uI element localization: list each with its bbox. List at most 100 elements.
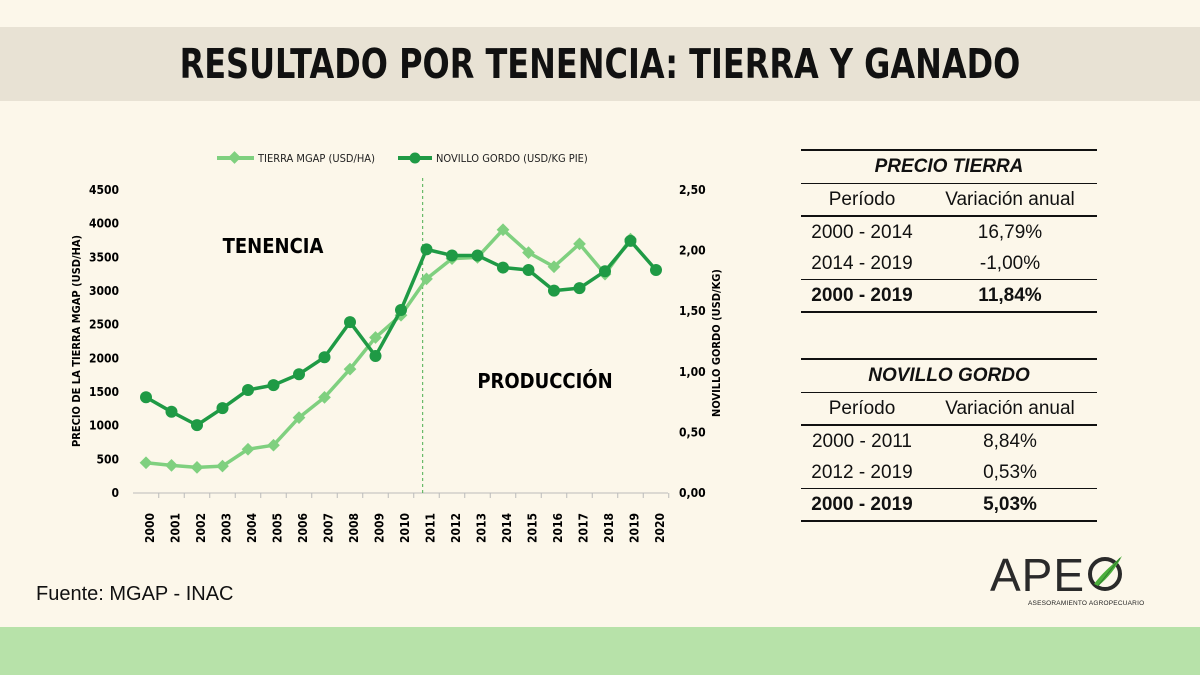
left-tick-label: 500 <box>96 452 119 466</box>
cell-variacion: -1,00% <box>979 252 1041 274</box>
legend-novillo-label: NOVILLO GORDO (USD/KG PIE) <box>436 152 588 165</box>
data-point <box>420 272 433 286</box>
legend-tierra-label: TIERRA MGAP (USD/HA) <box>257 152 375 165</box>
table-row: 2012 - 2019 0,53% <box>801 457 1097 489</box>
line-chart: TIERRA MGAP (USD/HA) NOVILLO GORDO (USD/… <box>70 151 723 543</box>
logo-text: APE <box>990 549 1086 601</box>
annotation-tenencia: TENENCIA <box>223 234 324 258</box>
data-point <box>395 303 407 316</box>
x-tick-label: 2016 <box>551 513 565 543</box>
x-tick-label: 2020 <box>653 513 667 543</box>
title-band: RESULTADO POR TENENCIA: TIERRA Y GANADO <box>0 27 1200 101</box>
cell-periodo: 2000 - 2019 <box>801 488 923 522</box>
left-tick-label: 2500 <box>89 318 119 332</box>
right-tick-label: 1,00 <box>679 365 706 379</box>
data-point <box>446 249 458 262</box>
cell-periodo: 2000 - 2011 <box>811 430 912 452</box>
logo: APE ASESORAMIENTO AGROPECUARIO <box>990 548 1144 618</box>
legend-tierra-marker <box>228 151 241 164</box>
data-point <box>599 265 611 278</box>
data-point <box>191 419 203 432</box>
x-tick-label: 2012 <box>449 513 463 543</box>
col-header-variacion: Variación anual <box>923 183 1097 217</box>
left-tick-label: 4000 <box>89 217 119 231</box>
right-tick-label: 2,00 <box>679 244 706 258</box>
logo-tagline: ASESORAMIENTO AGROPECUARIO <box>1028 600 1145 607</box>
x-tick-label: 2005 <box>271 513 285 543</box>
cell-variacion: 8,84% <box>983 430 1037 452</box>
data-point <box>343 362 357 376</box>
cell-variacion: 11,84% <box>923 279 1097 313</box>
left-tick-label: 1000 <box>89 419 119 433</box>
data-point <box>139 456 153 470</box>
data-point <box>369 350 382 363</box>
table-novillo-gordo: NOVILLO GORDO Período Variación anual 20… <box>801 358 1097 522</box>
data-point <box>548 284 560 297</box>
col-header-periodo: Período <box>801 392 923 426</box>
data-point <box>165 405 178 418</box>
data-point <box>165 459 178 472</box>
logo-leaf-icon <box>1088 556 1122 591</box>
right-tick-label: 0,00 <box>679 486 706 500</box>
right-tick-label: 1,50 <box>679 304 706 318</box>
data-point <box>496 223 510 237</box>
data-point <box>624 234 637 247</box>
x-tick-label: 2004 <box>245 512 259 543</box>
bottom-band <box>0 627 1200 675</box>
data-point <box>318 351 331 364</box>
data-point <box>420 243 433 256</box>
x-tick-label: 2009 <box>373 513 387 543</box>
source-note: Fuente: MGAP - INAC <box>36 583 234 605</box>
data-point <box>369 331 382 344</box>
left-axis-label: PRECIO DE LA TIERRA MGAP (USD/HA) <box>70 235 83 447</box>
table-title: PRECIO TIERRA <box>801 149 1097 184</box>
data-point <box>242 383 254 396</box>
col-header-variacion: Variación anual <box>923 392 1097 426</box>
left-tick-label: 2000 <box>89 351 119 365</box>
cell-variacion: 5,03% <box>923 488 1097 522</box>
data-point <box>140 391 152 404</box>
data-point <box>216 459 229 473</box>
left-axis-ticks: 0 500 1000 1500 2000 2500 3000 3500 4000 4500 <box>89 183 119 500</box>
series-line <box>145 239 658 427</box>
table-row: 2000 - 2014 16,79% <box>801 216 1097 248</box>
left-tick-label: 3000 <box>89 284 119 298</box>
x-tick-label: 2014 <box>500 512 514 543</box>
data-point <box>190 461 204 474</box>
left-tick-label: 0 <box>111 486 119 500</box>
x-tick-label: 2000 <box>143 513 157 543</box>
data-point <box>471 249 484 262</box>
table-total-row: 2000 - 2019 5,03% <box>801 488 1097 522</box>
data-point <box>573 282 586 295</box>
data-point <box>318 391 331 404</box>
x-tick-label: 2007 <box>322 513 336 543</box>
x-tick-label: 2003 <box>220 513 234 543</box>
data-point <box>292 411 306 424</box>
table-total-row: 2000 - 2019 11,84% <box>801 279 1097 313</box>
left-tick-label: 1500 <box>89 385 119 399</box>
annotation-produccion: PRODUCCIÓN <box>477 369 612 393</box>
x-tick-label: 2010 <box>398 513 412 543</box>
left-tick-label: 3500 <box>89 250 119 264</box>
data-point <box>293 368 305 381</box>
right-axis-ticks: 0,00 0,50 1,00 1,50 2,00 2,50 <box>679 183 706 500</box>
right-tick-label: 0,50 <box>679 425 706 439</box>
cell-periodo: 2000 - 2019 <box>801 279 923 313</box>
cell-periodo: 2014 - 2019 <box>811 252 913 274</box>
table-row: 2014 - 2019 -1,00% <box>801 248 1097 280</box>
x-tick-label: 2008 <box>347 513 361 543</box>
left-tick-label: 4500 <box>89 183 119 197</box>
table-title: NOVILLO GORDO <box>801 358 1097 393</box>
x-tick-label: 2006 <box>296 513 310 543</box>
col-header-periodo: Período <box>801 183 923 217</box>
table-precio-tierra: PRECIO TIERRA Período Variación anual 20… <box>801 149 1097 313</box>
series-line <box>145 227 632 470</box>
data-point <box>267 438 280 452</box>
cell-periodo: 2012 - 2019 <box>811 461 913 483</box>
x-tick-label: 2015 <box>526 513 540 543</box>
data-point <box>241 442 255 456</box>
right-tick-label: 2,50 <box>679 183 706 197</box>
x-tick-label: 2013 <box>475 513 489 543</box>
x-tick-label: 2019 <box>628 513 642 543</box>
x-tick-label: 2011 <box>424 513 438 543</box>
